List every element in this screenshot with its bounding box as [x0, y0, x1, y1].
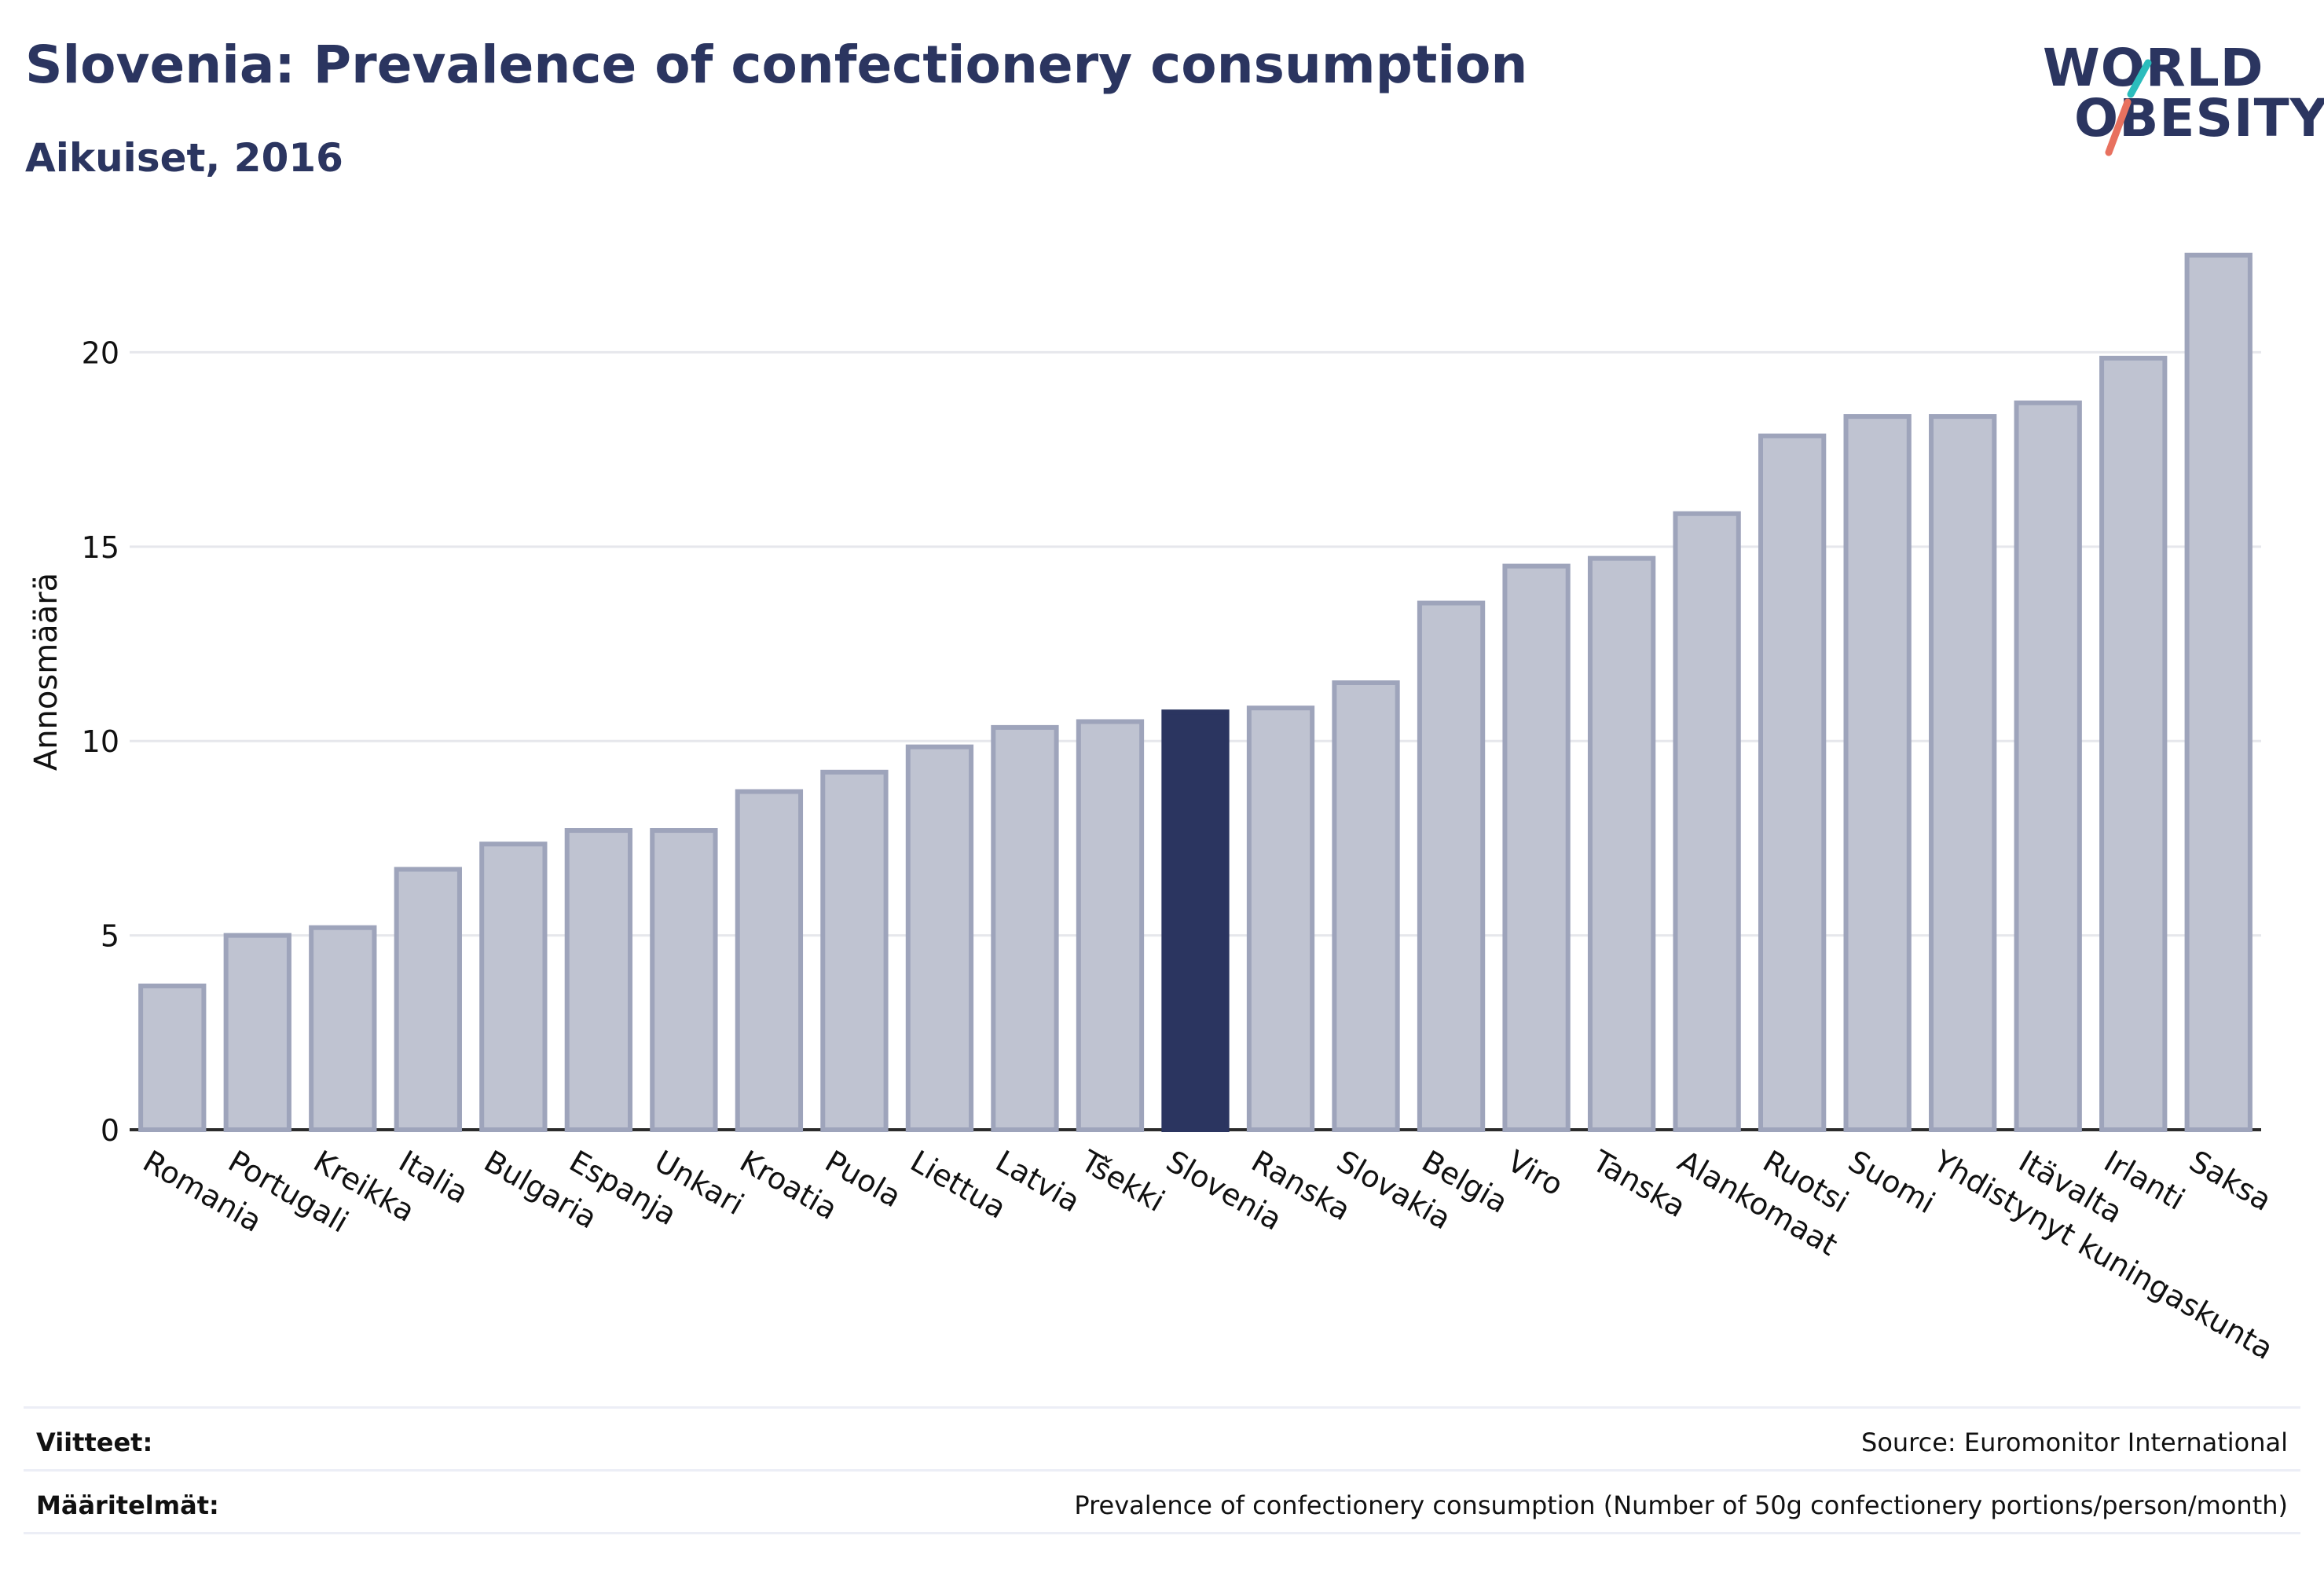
definitions-label: Määritelmät:: [36, 1490, 219, 1520]
x-tick-label: Saksa: [2183, 1144, 2277, 1218]
bar-viro: [1502, 563, 1571, 1132]
bar-bulgaria: [479, 841, 548, 1133]
y-tick-label: 15: [82, 530, 119, 565]
bar-italia: [394, 867, 462, 1132]
y-tick-label: 20: [82, 335, 119, 370]
world-obesity-logo: WORLD OBESITY: [2043, 35, 2324, 168]
bar-slovenia: [1161, 709, 1230, 1132]
footer-divider: [24, 1532, 2300, 1534]
bar-espanja: [564, 828, 633, 1132]
bar-belgia: [1417, 600, 1486, 1132]
x-tick-label: Tanska: [1586, 1143, 1692, 1224]
definitions-value: Prevalence of confectionery consumption …: [1074, 1490, 2288, 1520]
y-axis-ticks: 0 5 10 15 20: [82, 335, 119, 1148]
y-tick-label: 0: [101, 1113, 119, 1148]
bar-suomi: [1843, 414, 1912, 1132]
y-axis-label: Annosmäärä: [28, 573, 64, 771]
references-value: Source: Euromonitor International: [1861, 1428, 2288, 1457]
footer-references-row: Viitteet: Source: Euromonitor Internatio…: [24, 1406, 2300, 1472]
bar-romania: [138, 983, 207, 1132]
bar-tšekki: [1076, 719, 1145, 1132]
bar-portugali: [223, 933, 291, 1132]
bar-ruotsi: [1758, 433, 1827, 1132]
bar-yhdistynyt-kuningaskunta: [1929, 414, 1997, 1132]
x-tick-label: Kroatia: [734, 1144, 843, 1227]
x-tick-label: Tšekki: [1075, 1143, 1171, 1219]
y-tick-label: 10: [82, 724, 119, 759]
bar-latvia: [991, 724, 1059, 1132]
logo-line-1: WORLD: [2043, 38, 2264, 98]
bar-saksa: [2184, 252, 2253, 1132]
x-tick-label: Suomi: [1842, 1144, 1941, 1221]
bar-tanska: [1587, 555, 1656, 1132]
logo-slash-icon: [2105, 59, 2152, 156]
bar-slovakia: [1332, 680, 1400, 1132]
footer-definitions-row: Määritelmät: Prevalence of confectionery…: [24, 1469, 2300, 1534]
y-tick-label: 5: [101, 919, 119, 954]
bar-kreikka: [309, 925, 377, 1132]
bar-unkari: [650, 828, 718, 1132]
bar-puola: [820, 769, 889, 1132]
bar-liettua: [905, 744, 974, 1133]
chart-title: Slovenia: Prevalence of confectionery co…: [25, 35, 1528, 95]
bar-itävalta: [2014, 400, 2082, 1132]
x-tick-label: Liettua: [904, 1144, 1012, 1226]
bar-alankomaat: [1673, 511, 1741, 1132]
references-label: Viitteet:: [36, 1428, 153, 1457]
bars: [138, 252, 2253, 1133]
chart-subtitle: Aikuiset, 2016: [25, 135, 343, 181]
bar-irlanti: [2099, 355, 2168, 1133]
bar-kroatia: [735, 789, 804, 1132]
bar-ranska: [1246, 706, 1315, 1132]
